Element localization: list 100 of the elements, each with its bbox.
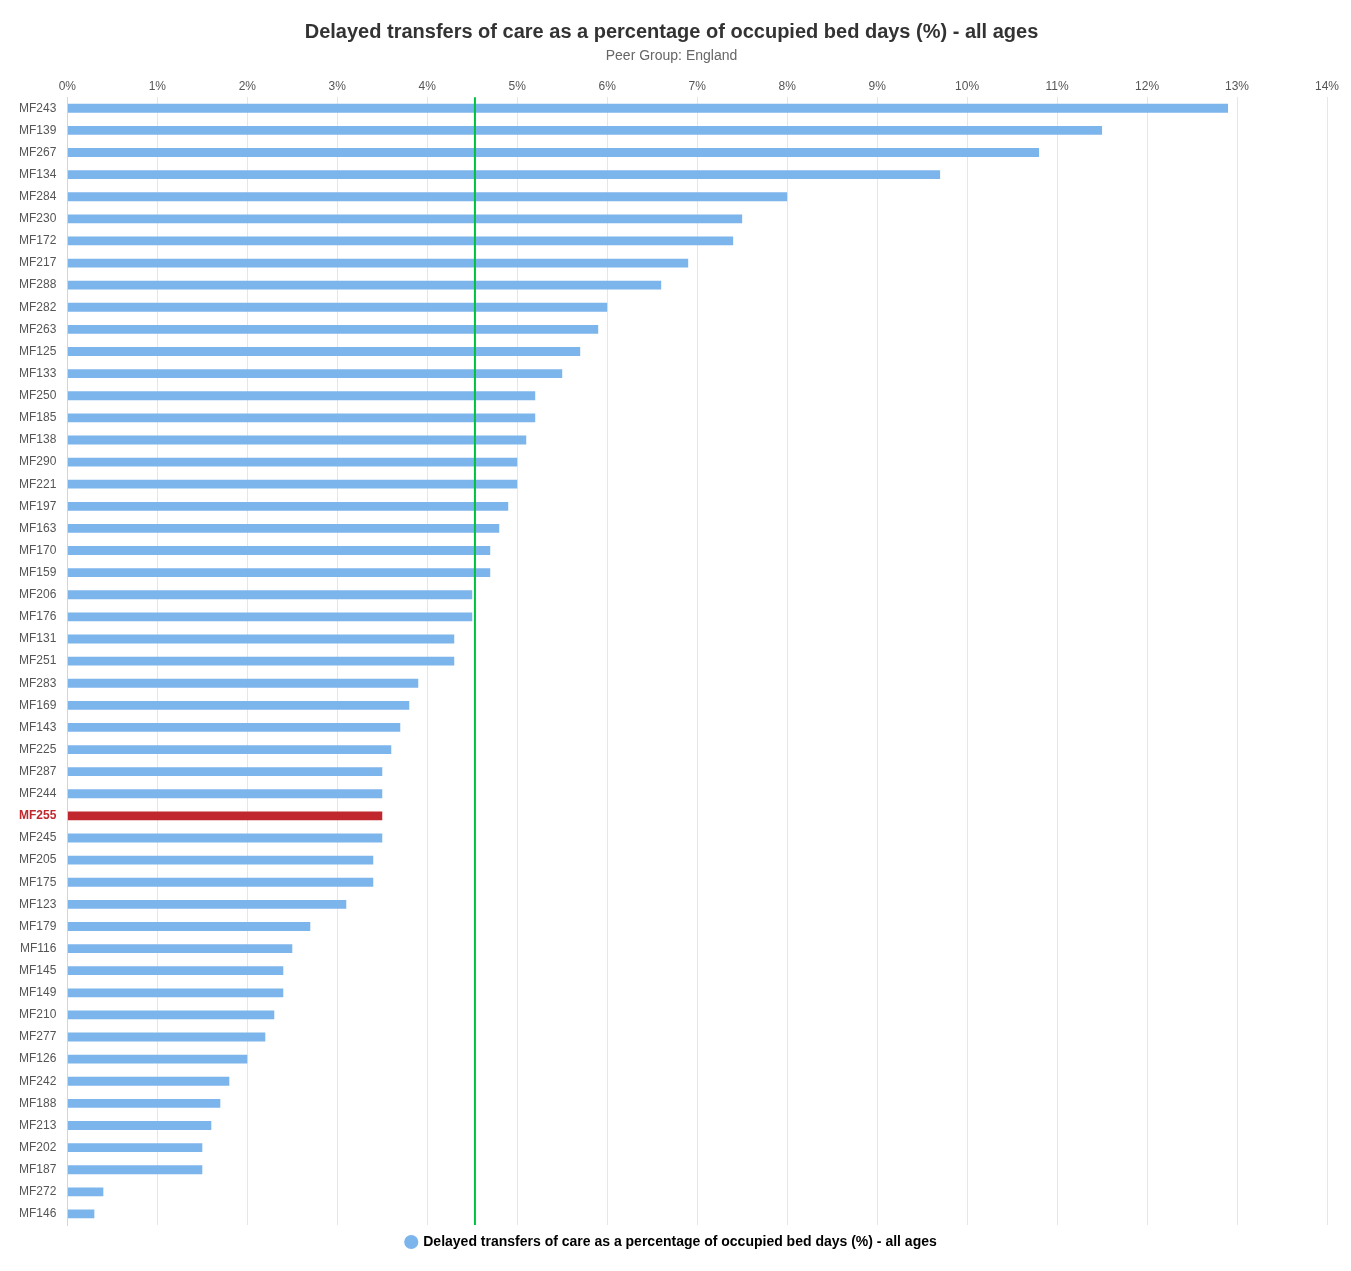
bar bbox=[67, 170, 941, 180]
bar bbox=[67, 811, 383, 821]
bar bbox=[67, 899, 347, 909]
bar bbox=[67, 302, 608, 312]
chart-subtitle: Peer Group: England bbox=[605, 47, 738, 64]
x-tick-label: 4% bbox=[418, 79, 437, 94]
x-tick-label: 0% bbox=[58, 79, 77, 94]
bar bbox=[67, 1032, 266, 1042]
y-tick-label: MF123 bbox=[18, 896, 57, 911]
bar bbox=[67, 1098, 221, 1108]
bar bbox=[67, 413, 536, 423]
bar bbox=[67, 258, 689, 268]
y-tick-label: MF176 bbox=[18, 609, 57, 624]
x-tick-label: 7% bbox=[688, 79, 707, 94]
bar bbox=[67, 568, 491, 578]
x-tick-label: 12% bbox=[1135, 79, 1160, 94]
y-tick-label: MF175 bbox=[18, 874, 57, 889]
y-tick-label: MF131 bbox=[18, 631, 57, 646]
bar bbox=[67, 501, 509, 511]
x-tick-label: 6% bbox=[598, 79, 617, 94]
y-tick-label: MF202 bbox=[18, 1139, 57, 1154]
bar bbox=[67, 369, 563, 379]
bar bbox=[67, 236, 734, 246]
x-tick-label: 11% bbox=[1045, 79, 1069, 94]
y-tick-label: MF146 bbox=[18, 1206, 57, 1221]
bar bbox=[67, 767, 383, 777]
y-tick-label: MF277 bbox=[18, 1029, 57, 1044]
y-tick-label: MF244 bbox=[18, 786, 57, 801]
y-tick-label: MF290 bbox=[18, 454, 57, 469]
y-tick-label: MF206 bbox=[18, 587, 57, 602]
bar bbox=[67, 966, 284, 976]
y-tick-label: MF213 bbox=[18, 1117, 57, 1132]
bar bbox=[67, 634, 455, 644]
bar bbox=[67, 590, 473, 600]
y-tick-label: MF267 bbox=[18, 144, 57, 159]
y-tick-label: MF243 bbox=[18, 100, 57, 115]
bar bbox=[67, 678, 419, 688]
bar bbox=[67, 479, 518, 489]
bar bbox=[67, 922, 311, 931]
y-tick-label: MF197 bbox=[18, 498, 57, 513]
bar bbox=[67, 347, 581, 356]
bar bbox=[67, 391, 536, 401]
y-tick-label: MF283 bbox=[18, 675, 57, 690]
y-tick-label: MF169 bbox=[18, 697, 57, 712]
y-tick-label: MF272 bbox=[18, 1184, 57, 1199]
x-tick-label: 14% bbox=[1314, 79, 1340, 94]
bar bbox=[67, 988, 284, 998]
y-tick-label: MF188 bbox=[18, 1095, 57, 1110]
y-tick-label: MF149 bbox=[18, 985, 57, 1000]
x-tick-label: 13% bbox=[1225, 79, 1250, 94]
y-tick-label: MF217 bbox=[18, 255, 57, 270]
bar bbox=[67, 1143, 203, 1153]
x-tick-label: 2% bbox=[238, 79, 257, 94]
bar bbox=[67, 103, 1229, 113]
y-tick-label: MF255 bbox=[18, 808, 57, 823]
y-tick-label: MF242 bbox=[18, 1073, 57, 1088]
y-tick-label: MF221 bbox=[18, 476, 57, 491]
x-tick-label: 3% bbox=[328, 79, 347, 94]
y-tick-label: MF145 bbox=[18, 963, 57, 977]
bar bbox=[67, 524, 500, 533]
y-tick-label: MF116 bbox=[19, 940, 57, 955]
y-tick-label: MF126 bbox=[18, 1051, 57, 1066]
y-tick-label: MF134 bbox=[18, 166, 57, 181]
bar bbox=[67, 125, 1103, 135]
bar bbox=[67, 700, 410, 710]
chart-title: Delayed transfers of care as a percentage of occupied bed days (%) - all ages bbox=[304, 19, 1039, 42]
y-tick-label: MF287 bbox=[18, 763, 57, 778]
y-tick-label: MF163 bbox=[18, 520, 57, 535]
bar bbox=[67, 435, 527, 445]
y-tick-label: MF125 bbox=[18, 343, 57, 358]
bar bbox=[67, 1187, 104, 1197]
bar bbox=[67, 192, 788, 202]
bar bbox=[67, 833, 383, 843]
y-tick-label: MF210 bbox=[18, 1007, 57, 1022]
bar bbox=[67, 214, 743, 224]
bar bbox=[67, 1165, 203, 1175]
legend-label: Delayed transfers of care as a percentage of occupied bed days (%) - all ages bbox=[423, 1232, 937, 1249]
bar bbox=[67, 1121, 212, 1130]
x-tick-label: 9% bbox=[868, 79, 887, 94]
bar bbox=[67, 1076, 230, 1086]
y-tick-label: MF185 bbox=[18, 410, 57, 425]
y-tick-label: MF133 bbox=[18, 365, 57, 380]
bar bbox=[67, 855, 374, 865]
y-tick-label: MF284 bbox=[18, 189, 57, 204]
y-tick-label: MF143 bbox=[18, 719, 57, 734]
y-tick-label: MF139 bbox=[18, 122, 57, 137]
x-tick-label: 10% bbox=[955, 79, 980, 94]
bar bbox=[67, 457, 518, 467]
y-tick-label: MF245 bbox=[18, 830, 57, 845]
y-tick-label: MF230 bbox=[18, 211, 57, 226]
bar bbox=[67, 944, 293, 953]
bar bbox=[67, 148, 1040, 157]
y-tick-label: MF225 bbox=[18, 741, 57, 756]
y-tick-label: MF288 bbox=[18, 277, 57, 292]
bar bbox=[67, 546, 491, 555]
bar bbox=[67, 1010, 275, 1020]
y-tick-label: MF179 bbox=[18, 918, 57, 933]
bar bbox=[67, 789, 383, 799]
bar bbox=[67, 324, 599, 334]
bar bbox=[67, 280, 662, 290]
